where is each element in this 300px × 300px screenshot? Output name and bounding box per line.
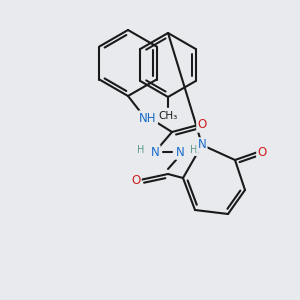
Text: N: N (151, 146, 159, 158)
Text: O: O (257, 146, 267, 158)
Text: O: O (131, 173, 141, 187)
Text: O: O (197, 118, 207, 131)
Text: H: H (190, 145, 198, 155)
Text: CH₃: CH₃ (158, 111, 178, 121)
Text: H: H (137, 145, 145, 155)
Text: N: N (176, 146, 184, 158)
Text: NH: NH (139, 112, 157, 124)
Text: N: N (198, 139, 206, 152)
